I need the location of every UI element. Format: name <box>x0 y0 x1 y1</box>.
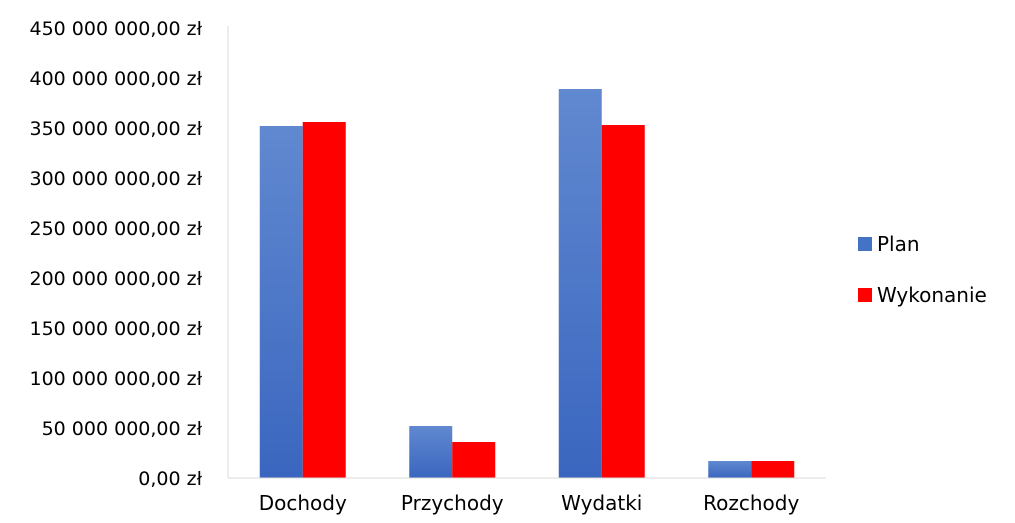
legend: Plan Wykonanie <box>858 232 987 307</box>
bar-plan-dochody[interactable] <box>259 126 303 478</box>
bar-plan-przychody[interactable] <box>409 426 453 478</box>
legend-label-plan: Plan <box>877 232 920 256</box>
legend-swatch-wykonanie <box>858 288 872 302</box>
legend-swatch-plan <box>858 237 872 251</box>
y-axis-ticks: 0,00 zł 50 000 000,00 zł 100 000 000,00 zł… <box>29 18 202 490</box>
x-axis-labels: Dochody Przychody Wydatki Rozchody <box>259 491 800 515</box>
bar-wykonanie-rozchody[interactable] <box>751 461 795 478</box>
y-tick-label: 150 000 000,00 zł <box>29 318 202 340</box>
x-tick-label: Dochody <box>259 491 347 515</box>
x-tick-label: Przychody <box>401 491 504 515</box>
y-tick-label: 200 000 000,00 zł <box>29 268 202 290</box>
x-tick-label: Wydatki <box>561 491 642 515</box>
bar-wykonanie-przychody[interactable] <box>452 442 496 478</box>
y-tick-label: 250 000 000,00 zł <box>29 218 202 240</box>
bar-wykonanie-dochody[interactable] <box>302 122 346 478</box>
y-tick-label: 50 000 000,00 zł <box>42 418 203 440</box>
bar-plan-rozchody[interactable] <box>708 461 752 478</box>
y-tick-label: 400 000 000,00 zł <box>29 68 202 90</box>
y-tick-label: 0,00 zł <box>138 468 202 490</box>
y-tick-label: 450 000 000,00 zł <box>29 18 202 40</box>
x-tick-label: Rozchody <box>703 491 799 515</box>
bar-plan-wydatki[interactable] <box>558 89 602 478</box>
y-tick-label: 350 000 000,00 zł <box>29 118 202 140</box>
y-tick-label: 100 000 000,00 zł <box>29 368 202 390</box>
bars <box>259 89 795 478</box>
legend-label-wykonanie: Wykonanie <box>877 283 987 307</box>
bar-wykonanie-wydatki[interactable] <box>601 125 645 478</box>
y-tick-label: 300 000 000,00 zł <box>29 168 202 190</box>
